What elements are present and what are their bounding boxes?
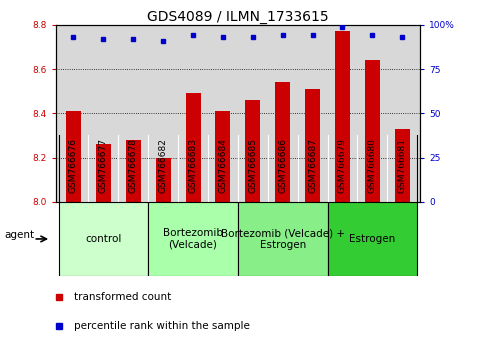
Bar [335, 32, 350, 202]
Text: Bortezomib
(Velcade): Bortezomib (Velcade) [163, 228, 223, 250]
Title: GDS4089 / ILMN_1733615: GDS4089 / ILMN_1733615 [147, 10, 329, 24]
Text: GSM766686: GSM766686 [278, 138, 287, 193]
Text: Bortezomib (Velcade) +
Estrogen: Bortezomib (Velcade) + Estrogen [221, 228, 345, 250]
Text: GSM766687: GSM766687 [308, 138, 317, 193]
Bar [126, 140, 141, 202]
Text: transformed count: transformed count [74, 292, 171, 302]
Bar [66, 111, 81, 202]
Bar [96, 144, 111, 202]
Text: GSM766682: GSM766682 [158, 138, 168, 193]
Bar [215, 111, 230, 202]
Text: GSM766679: GSM766679 [338, 138, 347, 193]
Bar [185, 93, 200, 202]
Text: GSM766683: GSM766683 [188, 138, 198, 193]
Bar [58, 202, 148, 276]
Text: percentile rank within the sample: percentile rank within the sample [74, 321, 250, 331]
Text: GSM766677: GSM766677 [99, 138, 108, 193]
Text: GSM766684: GSM766684 [218, 138, 227, 193]
Bar [305, 89, 320, 202]
Text: GSM766678: GSM766678 [129, 138, 138, 193]
Bar [148, 202, 238, 276]
Text: GSM766685: GSM766685 [248, 138, 257, 193]
Bar [365, 60, 380, 202]
Bar [238, 202, 327, 276]
Text: GSM766681: GSM766681 [398, 138, 407, 193]
Text: Estrogen: Estrogen [349, 234, 396, 244]
Text: GSM766680: GSM766680 [368, 138, 377, 193]
Bar [395, 129, 410, 202]
Bar [245, 100, 260, 202]
Bar [275, 82, 290, 202]
Bar [156, 158, 170, 202]
Bar [327, 202, 417, 276]
Text: agent: agent [5, 230, 35, 240]
Text: control: control [85, 234, 122, 244]
Text: GSM766676: GSM766676 [69, 138, 78, 193]
